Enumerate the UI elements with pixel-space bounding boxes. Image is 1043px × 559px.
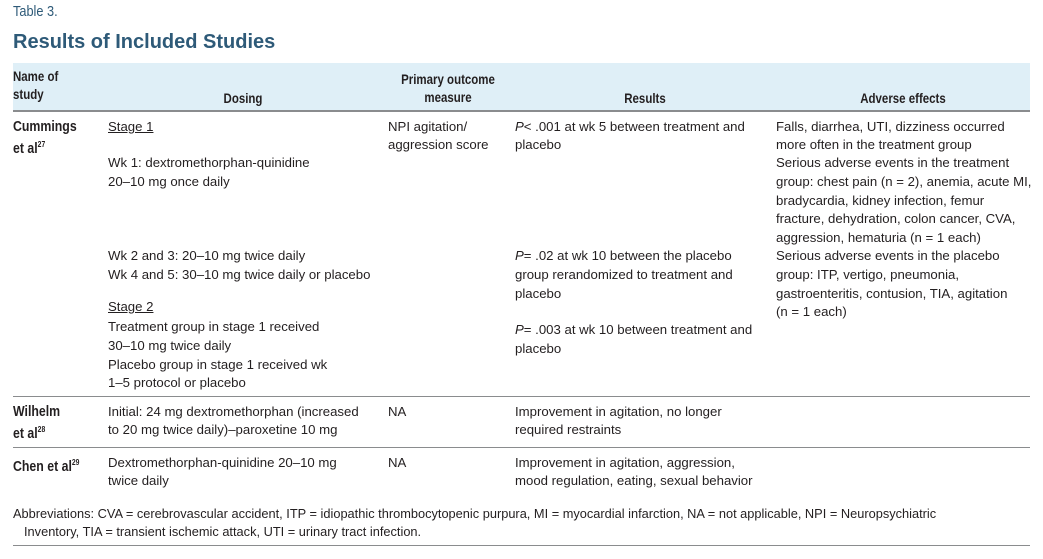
adverse-line: Serious adverse events in the treatment [776, 155, 1010, 170]
header-outcome-2: measure [424, 89, 472, 105]
result-line: placebo [515, 137, 562, 152]
result-line: Improvement in agitation, no longer [515, 404, 722, 419]
study-name-cont: et al28 [13, 425, 46, 442]
adverse-line: Serious adverse events in the placebo [776, 248, 1000, 263]
table-label: Table 3. [13, 3, 58, 20]
outcome-line: NPI agitation/ [388, 119, 468, 134]
header-results: Results [624, 90, 666, 106]
header-name-1: Name of [13, 68, 59, 84]
result-line: placebo [515, 341, 562, 356]
dosing-line: Placebo group in stage 1 received wk [108, 357, 328, 372]
study-name: Wilhelm [13, 404, 61, 420]
adverse-line: group: chest pain (n = 2), anemia, acute… [776, 174, 1032, 189]
dosing-line: Wk 2 and 3: 20–10 mg twice daily [108, 248, 306, 263]
adverse-line: fracture, dehydration, colon cancer, CVA… [776, 211, 1016, 226]
dosing-line: 1–5 protocol or placebo [108, 375, 246, 390]
header-rule [13, 110, 1030, 112]
table-header-background [13, 63, 1030, 110]
header-name-2: study [13, 86, 44, 102]
dosing-line: to 20 mg twice daily)–paroxetine 10 mg [108, 422, 338, 437]
adverse-line: Falls, diarrhea, UTI, dizziness occurred [776, 119, 1005, 134]
outcome-line: aggression score [388, 137, 489, 152]
study-name: Chen et al29 [13, 458, 80, 475]
dosing-line: twice daily [108, 473, 169, 488]
table-title: Results of Included Studies [13, 31, 276, 53]
bottom-rule [13, 545, 1030, 546]
study-name-cont: et al27 [13, 140, 46, 157]
header-outcome-1: Primary outcome [401, 71, 495, 87]
adverse-line: bradycardia, kidney infection, femur [776, 193, 985, 208]
adverse-line: aggression, hematuria (n = 1 each) [776, 230, 981, 245]
result-line: mood regulation, eating, sexual behavior [515, 473, 753, 488]
row-divider [13, 396, 1030, 397]
dosing-line: Dextromethorphan-quinidine 20–10 mg [108, 455, 337, 470]
study-name: Cummings [13, 119, 77, 135]
result-line: placebo [515, 286, 562, 301]
dosing-line: Wk 1: dextromethorphan-quinidine [108, 155, 310, 170]
row-divider [13, 447, 1030, 448]
outcome-line: NA [388, 404, 407, 419]
header-adverse: Adverse effects [860, 90, 946, 106]
dosing-line: 20–10 mg once daily [108, 174, 230, 189]
result-line: P= .02 at wk 10 between the placebo [515, 248, 732, 263]
result-line: P= .003 at wk 10 between treatment and [515, 322, 753, 337]
adverse-line: (n = 1 each) [776, 304, 847, 319]
dosing-line: Treatment group in stage 1 received [108, 319, 320, 334]
stage-2-heading: Stage 2 [108, 299, 154, 314]
dosing-line: Wk 4 and 5: 30–10 mg twice daily or plac… [108, 267, 371, 282]
result-line: required restraints [515, 422, 622, 437]
outcome-line: NA [388, 455, 407, 470]
stage-1-heading: Stage 1 [108, 119, 154, 134]
dosing-line: Initial: 24 mg dextromethorphan (increas… [108, 404, 359, 419]
adverse-line: group: ITP, vertigo, pneumonia, [776, 267, 960, 282]
footnote-line: Inventory, TIA = transient ischemic atta… [24, 524, 422, 539]
result-line: P< .001 at wk 5 between treatment and [515, 119, 745, 134]
dosing-line: 30–10 mg twice daily [108, 338, 232, 353]
header-dosing: Dosing [223, 90, 263, 106]
adverse-line: gastroenteritis, contusion, TIA, agitati… [776, 286, 1008, 301]
result-line: group rerandomized to treatment and [515, 267, 733, 282]
footnote-line: Abbreviations: CVA = cerebrovascular acc… [13, 506, 937, 521]
result-line: Improvement in agitation, aggression, [515, 455, 735, 470]
adverse-line: more often in the treatment group [776, 137, 972, 152]
